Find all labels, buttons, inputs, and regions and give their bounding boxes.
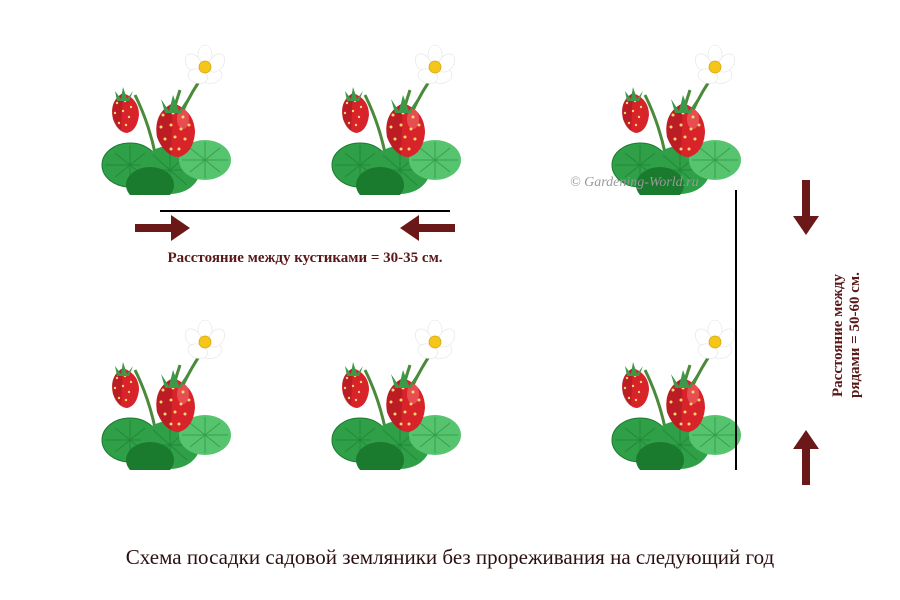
strawberry-plant xyxy=(305,25,475,195)
strawberry-plant xyxy=(75,300,245,470)
vertical-spacing-label: Расстояние между рядами = 50-60 см. xyxy=(830,250,864,420)
strawberry-plant xyxy=(75,25,245,195)
arrow-down-icon xyxy=(793,180,819,240)
arrow-up-icon xyxy=(793,430,819,490)
watermark-text: © Gardening-World.ru xyxy=(570,175,699,191)
horizontal-spacing-label: Расстояние между кустиками = 30-35 см. xyxy=(130,250,480,267)
strawberry-plant xyxy=(585,25,755,195)
diagram-caption: Схема посадки садовой земляники без прор… xyxy=(0,545,900,570)
arrow-right-icon xyxy=(135,215,190,246)
vertical-spacing-line xyxy=(735,190,737,470)
strawberry-plant xyxy=(585,300,755,470)
arrow-left-icon xyxy=(400,215,455,246)
horizontal-spacing-line xyxy=(160,210,450,212)
strawberry-plant xyxy=(305,300,475,470)
